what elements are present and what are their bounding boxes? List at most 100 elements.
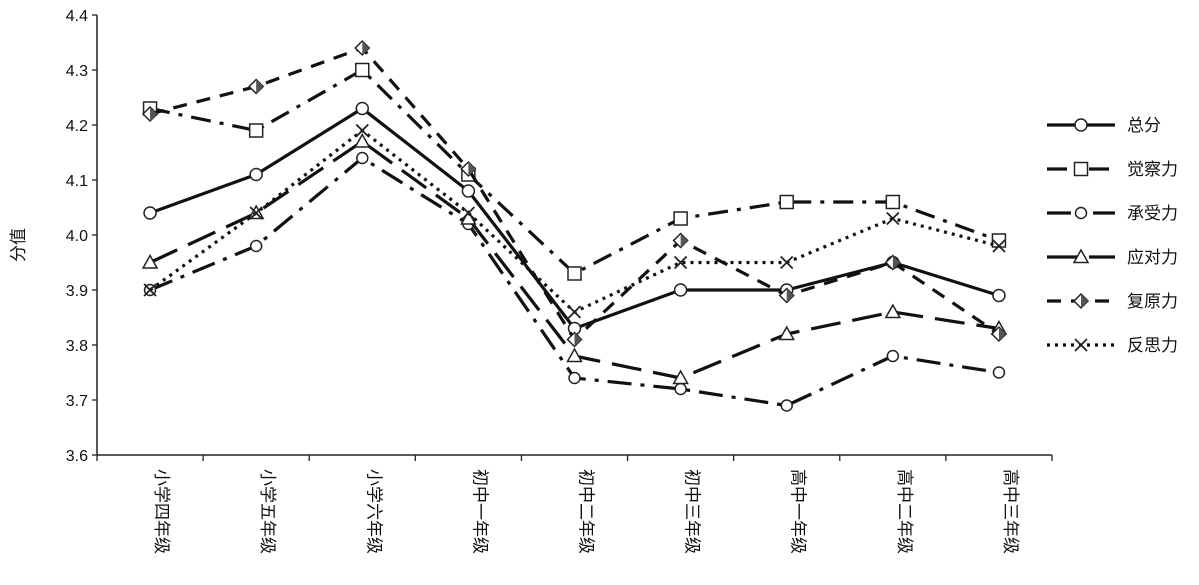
x-tick-label: 高中三年级 [1000,469,1020,554]
diamond-half-fill [892,255,900,270]
x-marker [992,239,1006,253]
x-tick-label: 初中一年级 [469,469,489,554]
x-marker-stroke [992,239,1006,253]
x-marker [780,255,794,270]
square-marker [779,194,794,210]
square-marker [355,62,370,78]
x-marker-stroke [567,305,582,319]
legend-item: 反思力 [1047,336,1178,356]
x-tick-label: 小学五年级 [257,469,277,554]
series-layer [141,39,1008,412]
legend-item: 总分 [1047,116,1161,136]
x-marker [567,305,582,319]
series-2 [142,62,1007,281]
circle-marker [249,167,263,182]
diamond-half-fill [150,107,158,121]
legend-item: 复原力 [1047,292,1178,312]
y-tick-label: 4.2 [66,118,88,135]
legend-item: 应对力 [1047,248,1178,268]
diamond-marker [672,232,689,249]
y-tick-label: 4.1 [66,173,88,190]
diamond-marker [460,160,477,178]
circle-marker [1074,118,1088,132]
series-line [149,128,1000,314]
circle-marker [249,239,263,253]
triangle-marker [1072,248,1090,264]
y-tick-label: 4.0 [66,228,88,245]
x-marker-stroke [780,255,794,270]
series-line [149,106,1000,331]
square-marker [567,266,582,281]
series-6 [143,123,1006,319]
x-marker-stroke [886,211,900,226]
triangle-marker [353,132,371,148]
triangle-marker [672,369,689,385]
circle-marker [355,101,370,116]
x-tick-label: 小学六年级 [363,469,383,554]
y-tick-label: 3.9 [66,283,88,300]
diamond-half-fill [468,162,476,176]
y-tick-label: 4.3 [66,63,88,80]
square-marker [1073,161,1089,177]
diamond-half-fill [680,233,688,248]
x-marker [461,206,476,220]
square-marker [248,123,264,138]
square-marker [673,211,688,226]
square-marker [885,194,901,210]
triangle-marker [566,347,583,363]
diamond-marker [990,325,1008,343]
x-marker [355,123,369,138]
series-line [149,156,1000,408]
y-tick-label: 3.7 [66,393,88,410]
y-tick-label: 3.6 [66,448,88,465]
diamond-half-fill [786,288,794,303]
diamond-half-fill [998,327,1006,341]
x-tick-label: 初中三年级 [682,469,702,554]
circle-marker [992,288,1006,303]
legend-label: 反思力 [1127,336,1178,356]
circle-marker [568,371,581,385]
diamond-half-fill [574,332,582,347]
y-axis-label: 分值 [9,228,29,262]
y-tick-label: 3.8 [66,338,88,355]
diamond-marker [778,287,795,304]
x-marker-stroke [1074,338,1088,352]
series-1 [143,101,1006,336]
x-marker [249,206,263,220]
circle-marker [1074,206,1088,220]
diamond-half-fill [1081,294,1088,308]
x-marker-stroke [355,123,369,138]
diamond-marker [1072,292,1090,310]
x-marker-stroke [673,255,688,270]
triangle-marker [778,325,796,341]
y-tick-label: 4.4 [66,8,88,25]
circle-marker [674,382,687,396]
circle-marker [886,349,900,363]
legend-label: 总分 [1127,116,1161,136]
axes: 3.6 3.7 3.8 3.9 4.0 4.1 4.2 4.3 4.4 小学四年级 小学五年级 小学六… [66,8,1053,554]
x-marker [673,255,688,270]
triangle-marker [141,253,159,269]
series-line [149,46,1000,342]
x-marker-stroke [461,206,476,220]
circle-marker [143,206,157,220]
legend-label: 应对力 [1127,248,1178,268]
legend-item: 觉察力 [1047,160,1178,180]
circle-marker [780,399,793,412]
legend-label: 觉察力 [1127,160,1178,180]
triangle-marker [884,303,902,319]
series-5 [141,39,1008,348]
x-marker-stroke [249,206,263,220]
diamond-marker [141,105,159,123]
series-4 [141,132,1008,385]
series-3 [143,151,1006,412]
series-line [149,68,1000,276]
diamond-marker [566,331,583,348]
circle-marker [992,366,1006,379]
x-marker [143,283,157,297]
x-tick-label: 高中二年级 [894,469,914,554]
circle-marker [461,184,476,198]
diamond-half-fill [362,41,370,55]
circle-marker [673,283,688,297]
